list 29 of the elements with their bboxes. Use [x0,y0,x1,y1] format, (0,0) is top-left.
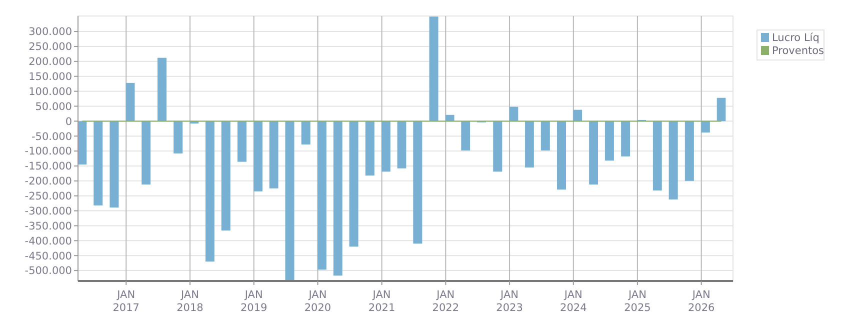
x-tick-label: JAN 2021 [368,289,396,313]
y-tick-label: -450.000 [24,250,72,262]
y-tick-label: -500.000 [24,265,72,278]
x-tick-label: JAN 2023 [496,289,523,313]
legend-label: Proventos [772,45,824,57]
y-tick-label: -150.000 [24,160,72,173]
y-tick-label: -50.000 [31,130,72,143]
y-tick-label: 150.000 [28,71,72,84]
x-tick-label: JAN 2020 [304,289,332,313]
y-tick-label: -350.000 [24,220,72,232]
y-tick-label: -400.000 [24,235,72,248]
y-tick-label: -300.000 [24,205,72,218]
x-tick-label: JAN 2026 [688,289,715,313]
x-tick-label: JAN 2025 [624,289,651,313]
y-tick-label: -100.000 [24,146,72,158]
y-tick-label: 300.000 [28,26,72,38]
x-tick-label: JAN 2017 [112,289,140,313]
y-tick-label: -200.000 [24,176,72,188]
y-tick-label: 200.000 [28,56,72,68]
y-tick-label: 100.000 [28,86,72,98]
x-tick-label: JAN 2024 [560,289,588,313]
y-tick-label: 250.000 [28,41,72,54]
y-tick-label: -250.000 [24,190,72,203]
x-tick-label: JAN 2018 [176,289,204,313]
legend-label: Lucro Líq [772,32,820,44]
x-tick-label: JAN 2019 [240,289,268,313]
y-tick-label: 0 [65,116,72,128]
y-tick-label: 50.000 [35,100,72,113]
x-tick-label: JAN 2022 [432,289,460,313]
